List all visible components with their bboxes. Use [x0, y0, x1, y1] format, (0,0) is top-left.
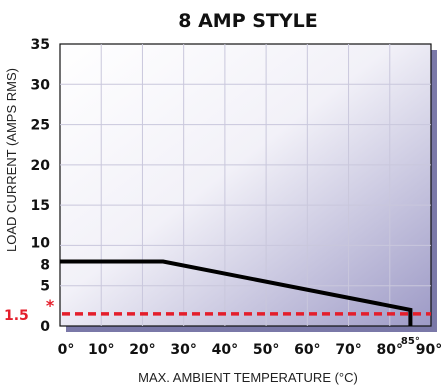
- x-tick-label: 30°: [170, 342, 196, 358]
- x-tick-label: 20°: [129, 342, 155, 358]
- y-axis-label: LOAD CURRENT (AMPS RMS): [4, 68, 19, 252]
- y-tick-label: 0: [40, 319, 50, 335]
- y-tick-label: 5: [40, 279, 50, 295]
- x-tick-labels: 0° 10° 20° 30° 40° 50° 60° 70° 80°85°90°: [58, 336, 443, 358]
- x-tick-label: 50°: [253, 342, 279, 358]
- series-layer: [60, 259, 413, 326]
- y-tick-label: 15: [31, 198, 50, 214]
- grid: [60, 44, 431, 326]
- y-tick-labels: 0 5 8 10 15 20 25 30 35: [31, 37, 51, 335]
- x-tick-label: 90°: [416, 342, 442, 358]
- y-tick-label: 35: [31, 37, 50, 53]
- series-line: [60, 259, 413, 326]
- reference-line: * 1.5: [4, 296, 431, 324]
- x-tick-label: 60°: [294, 342, 320, 358]
- y-tick-label: 8: [40, 258, 50, 274]
- plot-background: [59, 43, 432, 327]
- x-tick-label: 70°: [335, 342, 361, 358]
- y-tick-label: 25: [31, 118, 50, 134]
- x-tick-label: 40°: [212, 342, 238, 358]
- reference-label: 1.5: [4, 308, 29, 324]
- y-tick-label: 20: [31, 158, 51, 174]
- chart-title: 8 AMP STYLE: [178, 10, 317, 32]
- y-tick-label: 10: [31, 235, 51, 251]
- x-tick-label: 80°: [377, 342, 403, 358]
- reference-star: *: [46, 296, 55, 315]
- y-tick-label: 30: [31, 77, 51, 93]
- x-axis-label: MAX. AMBIENT TEMPERATURE (°C): [138, 370, 358, 385]
- x-tick-label: 85°: [401, 336, 420, 347]
- x-tick-label: 0°: [58, 342, 75, 358]
- x-tick-label: 10°: [88, 342, 114, 358]
